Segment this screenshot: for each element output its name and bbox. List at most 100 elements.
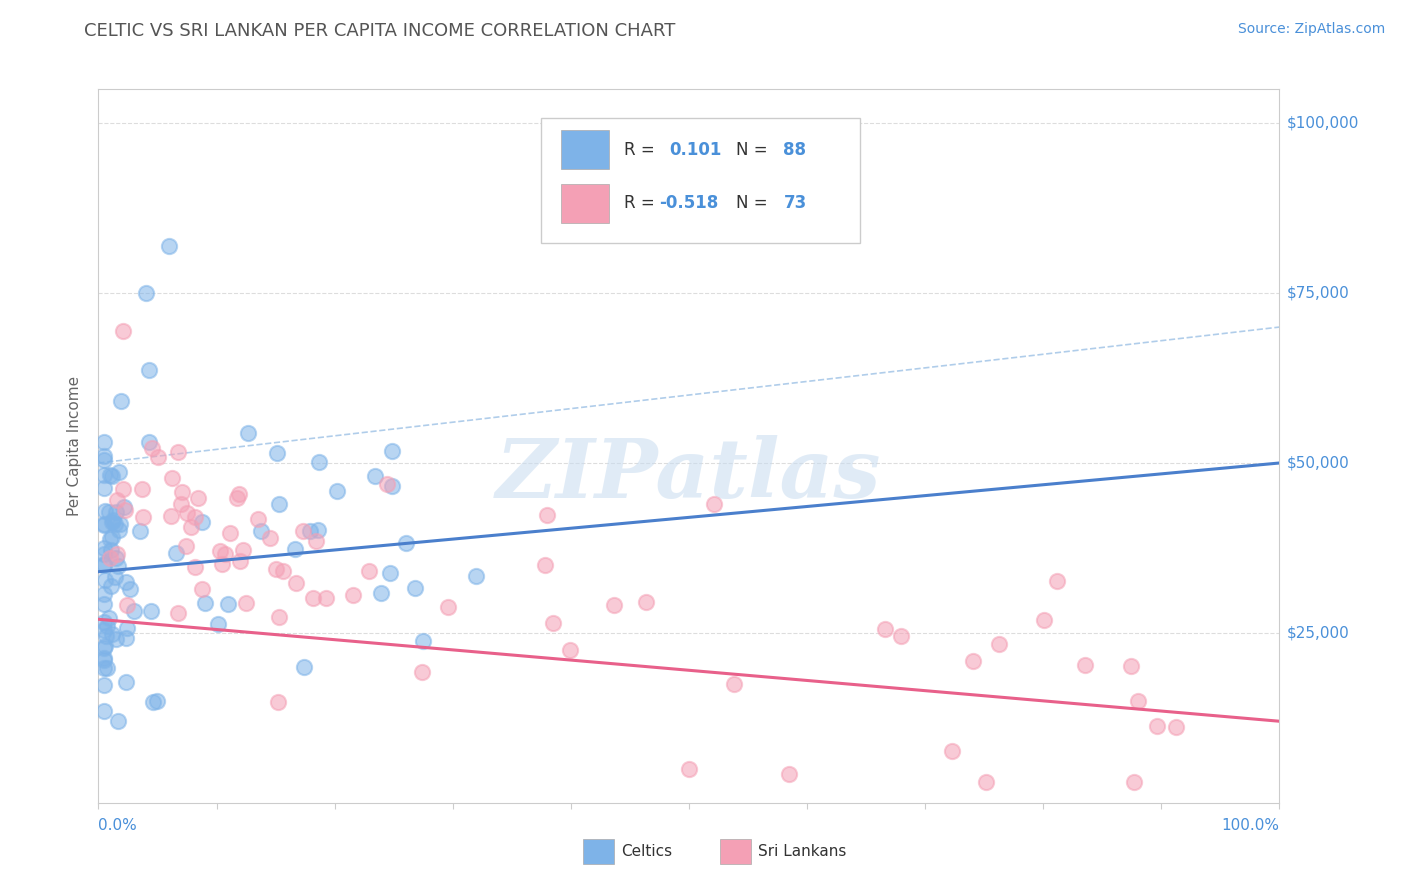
Point [103, 513, 125, 527]
Point [308, 455, 330, 469]
Point [219, 525, 242, 540]
Point [271, 564, 294, 578]
Point [93, 597, 115, 611]
Point [292, 660, 315, 674]
Point [96, 619, 118, 633]
Point [411, 665, 433, 679]
Point [342, 588, 364, 602]
Point [209, 544, 232, 558]
Point [115, 631, 138, 645]
Point [187, 491, 209, 505]
Point [194, 596, 217, 610]
Point [987, 637, 1010, 651]
Text: $100,000: $100,000 [1286, 116, 1358, 131]
Point [873, 623, 896, 637]
Point [93, 650, 115, 665]
Point [93, 557, 115, 571]
Point [235, 596, 257, 610]
Point [267, 497, 290, 511]
Point [93, 623, 115, 637]
Point [603, 599, 626, 613]
Point [678, 762, 700, 776]
Point [1123, 775, 1146, 789]
Point [1032, 613, 1054, 627]
Point [364, 468, 387, 483]
Point [98, 551, 121, 566]
Text: Celtics: Celtics [621, 845, 672, 859]
Point [93, 573, 115, 587]
Point [115, 621, 138, 635]
Point [1119, 659, 1142, 673]
Point [184, 560, 207, 574]
Point [157, 238, 180, 252]
Point [267, 610, 290, 624]
Point [93, 435, 115, 450]
Point [124, 604, 146, 618]
Point [93, 516, 115, 531]
Point [104, 516, 127, 531]
Point [105, 492, 128, 507]
Point [160, 508, 183, 523]
Text: N =: N = [737, 194, 773, 212]
Point [229, 554, 252, 568]
Point [395, 535, 418, 549]
Bar [561, 184, 609, 223]
Bar [561, 130, 609, 169]
Point [111, 482, 134, 496]
Text: N =: N = [737, 141, 773, 159]
Point [142, 695, 165, 709]
Point [259, 531, 281, 545]
Point [370, 586, 392, 600]
Point [107, 558, 129, 573]
Point [298, 524, 321, 538]
Point [93, 452, 115, 467]
Text: 73: 73 [783, 194, 807, 212]
Text: Source: ZipAtlas.com: Source: ZipAtlas.com [1237, 22, 1385, 37]
Text: $50,000: $50,000 [1286, 456, 1350, 470]
Text: 100.0%: 100.0% [1222, 818, 1279, 832]
Point [114, 502, 136, 516]
Point [104, 570, 127, 584]
Point [98, 468, 121, 483]
Point [238, 425, 260, 440]
Point [98, 533, 121, 547]
Point [93, 705, 115, 719]
Point [105, 548, 128, 562]
Text: 0.0%: 0.0% [98, 818, 138, 832]
Point [101, 530, 124, 544]
Point [93, 678, 115, 692]
Point [191, 515, 214, 529]
Point [176, 539, 198, 553]
Point [890, 629, 912, 643]
Point [962, 654, 984, 668]
Point [536, 508, 558, 522]
Point [1146, 719, 1168, 733]
Point [101, 469, 124, 483]
Point [111, 324, 134, 338]
Point [107, 523, 129, 537]
Point [165, 546, 187, 560]
Point [146, 450, 169, 465]
Point [112, 500, 135, 515]
Point [377, 477, 399, 491]
Text: $25,000: $25,000 [1286, 625, 1350, 640]
Point [97, 505, 120, 519]
Point [101, 626, 124, 640]
Point [115, 599, 138, 613]
Point [105, 551, 128, 566]
Point [100, 579, 122, 593]
Point [93, 558, 115, 572]
Point [115, 575, 138, 590]
Point [93, 517, 115, 532]
Point [135, 286, 157, 301]
Point [249, 524, 271, 538]
FancyBboxPatch shape [541, 118, 860, 243]
Point [93, 547, 115, 561]
Y-axis label: Per Capita Income: Per Capita Income [67, 376, 83, 516]
Point [211, 557, 233, 571]
Text: Sri Lankans: Sri Lankans [758, 845, 846, 859]
Point [284, 542, 307, 557]
Point [93, 661, 115, 675]
Text: R =: R = [624, 194, 659, 212]
Point [170, 484, 193, 499]
